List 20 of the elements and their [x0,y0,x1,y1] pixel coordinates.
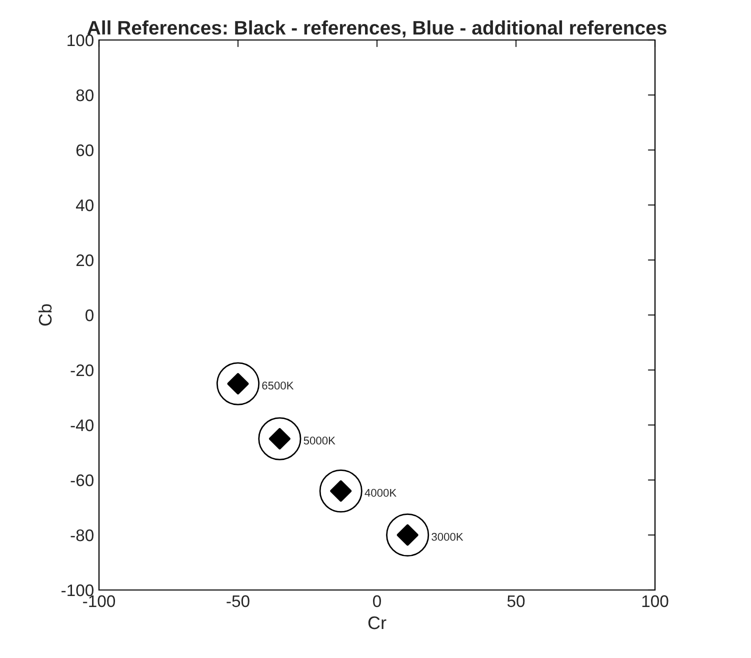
y-tick-label: -60 [70,474,94,486]
x-tick-label: 0 [373,595,381,608]
x-tick-label: -50 [226,595,250,608]
x-axis-title: Cr [368,616,386,630]
y-axis-title: Cb [38,304,52,326]
y-tick-label: 80 [76,89,94,102]
y-tick-label: 0 [86,309,94,322]
y-tick-label: -100 [62,584,94,596]
x-tick-label: 100 [642,595,668,608]
y-tick-label: 20 [76,254,94,266]
annotation: 4000K [364,488,396,497]
y-tick-label: 60 [76,144,94,156]
y-tick-label: -40 [70,419,94,432]
annotation: 5000K [304,436,336,445]
annotation: 6500K [262,382,294,390]
y-tick-label: 40 [76,199,94,212]
y-tick-label: -20 [70,364,94,376]
x-tick-label: 50 [507,595,525,608]
y-tick-label: -80 [70,529,94,542]
annotation: 3000K [432,532,464,541]
